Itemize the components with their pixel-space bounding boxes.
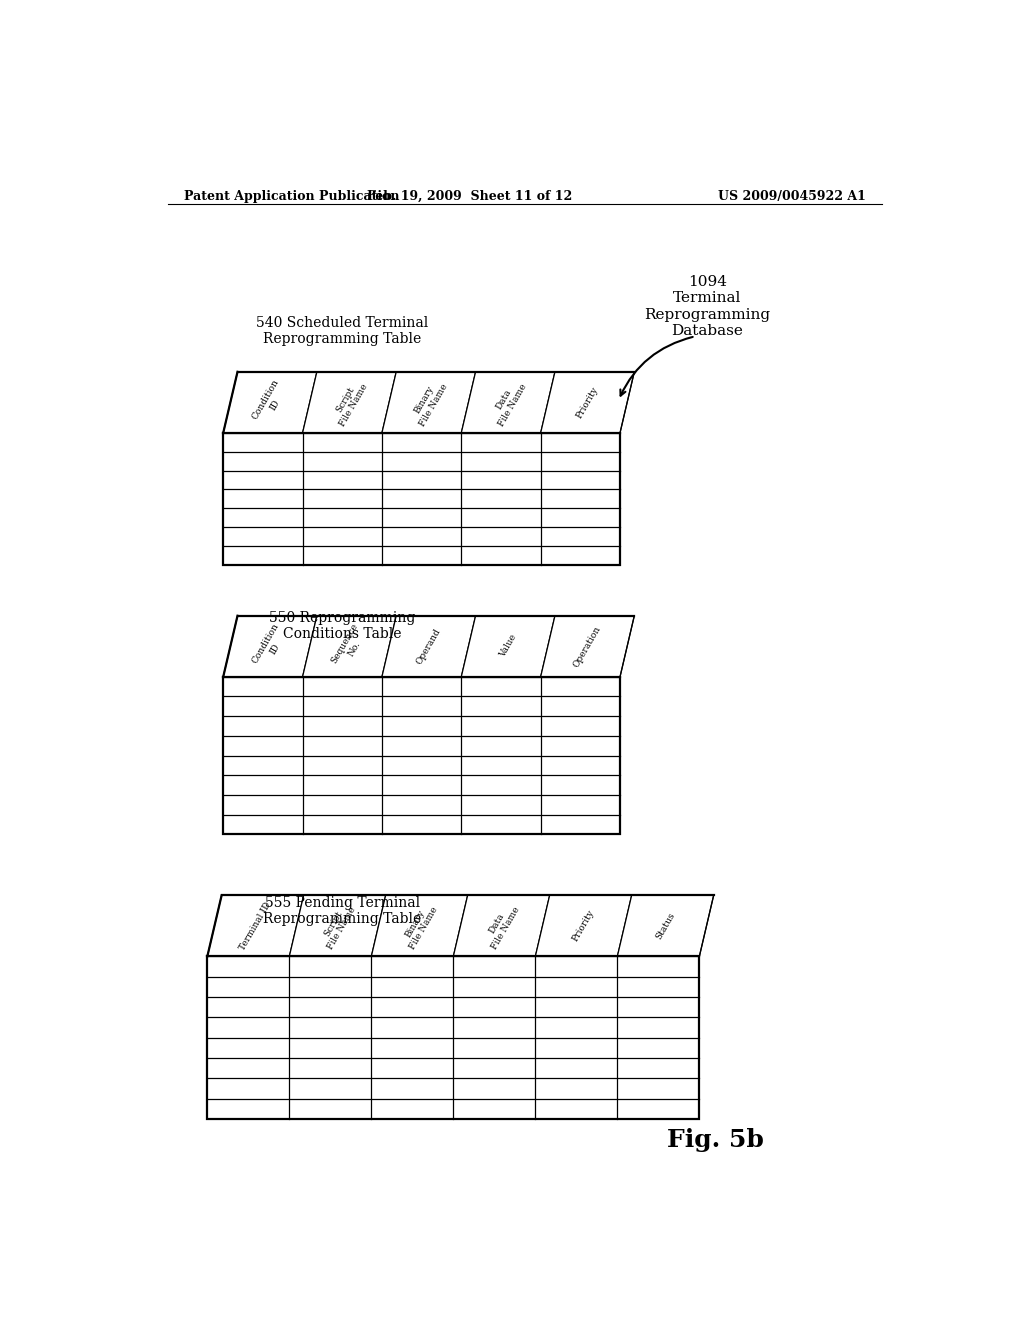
Text: Fig. 5b: Fig. 5b [667,1129,764,1152]
Text: Priority: Priority [574,385,600,420]
Text: 550 Reprogramming
Conditions Table: 550 Reprogramming Conditions Table [269,611,416,642]
Text: Operation: Operation [572,624,603,668]
Bar [223,677,621,834]
Text: Condition
ID: Condition ID [251,378,290,426]
Text: 555 Pending Terminal
Reprogramming Table: 555 Pending Terminal Reprogramming Table [263,895,422,925]
Text: Data
File Name: Data File Name [487,378,528,428]
Polygon shape [223,372,316,433]
Text: Feb. 19, 2009  Sheet 11 of 12: Feb. 19, 2009 Sheet 11 of 12 [367,190,571,202]
Polygon shape [372,895,468,956]
Text: Terminal ID: Terminal ID [238,900,273,952]
Text: Data
File Name: Data File Name [481,900,522,952]
Text: Script
File Name: Script File Name [317,900,357,952]
Polygon shape [462,372,555,433]
Text: Operand: Operand [415,627,442,665]
Polygon shape [541,615,634,677]
Polygon shape [617,895,714,956]
Text: Sequence
No.: Sequence No. [330,622,369,671]
Text: Status: Status [654,911,677,941]
Polygon shape [290,895,386,956]
Bar [223,433,621,565]
Polygon shape [536,895,632,956]
Bar [207,956,699,1119]
Polygon shape [207,895,304,956]
Text: Binary
File Name: Binary File Name [399,900,439,952]
Text: Condition
ID: Condition ID [251,622,290,671]
Polygon shape [382,615,475,677]
Text: Binary
File Name: Binary File Name [409,378,450,428]
Text: US 2009/0045922 A1: US 2009/0045922 A1 [718,190,866,202]
Polygon shape [303,372,396,433]
Polygon shape [382,372,475,433]
Text: Patent Application Publication: Patent Application Publication [183,190,399,202]
Polygon shape [462,615,555,677]
Polygon shape [303,615,396,677]
Text: Priority: Priority [570,908,596,944]
Text: 1094
Terminal
Reprogramming
Database: 1094 Terminal Reprogramming Database [644,276,770,338]
Polygon shape [454,895,550,956]
Polygon shape [223,615,316,677]
Polygon shape [541,372,634,433]
Text: 540 Scheduled Terminal
Reprogramming Table: 540 Scheduled Terminal Reprogramming Tab… [256,317,428,346]
Text: Value: Value [498,634,518,660]
Text: Script
File Name: Script File Name [329,378,370,428]
